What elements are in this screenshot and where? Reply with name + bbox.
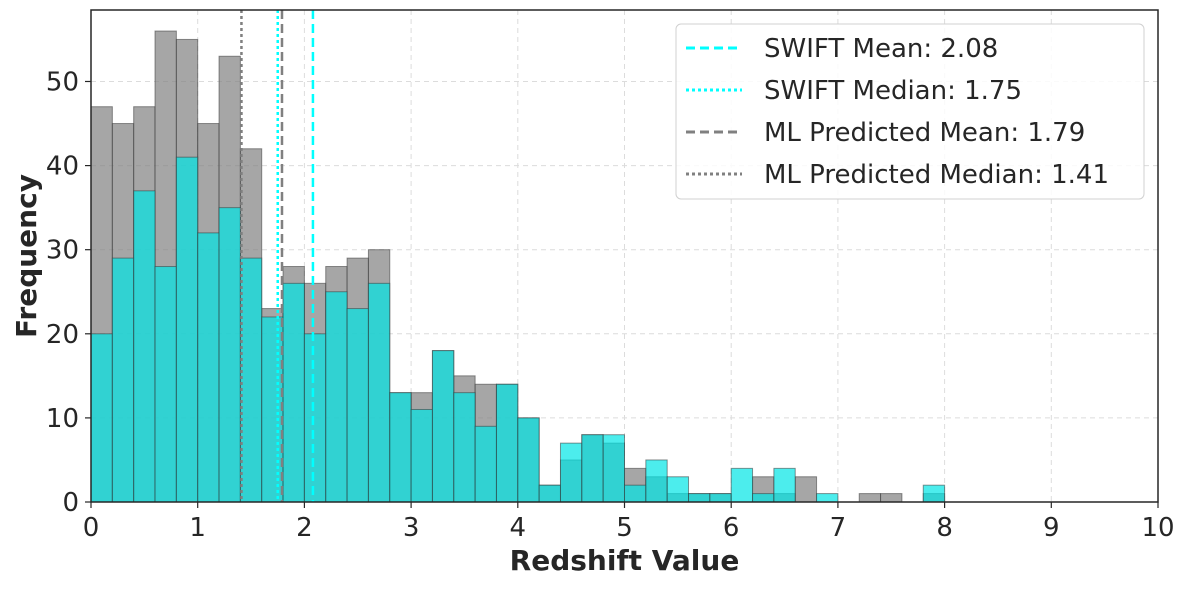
swift-bar [303, 333, 327, 503]
ml-bar [880, 493, 903, 503]
y-tick-label: 30 [46, 236, 79, 266]
swift-bar [389, 392, 412, 503]
swift-bar [709, 493, 732, 503]
swift-bar [261, 316, 284, 503]
reference-lines [240, 10, 315, 502]
swift-bar [282, 282, 305, 503]
legend-label: SWIFT Mean: 2.08 [764, 34, 998, 64]
swift-bar [495, 383, 519, 503]
x-tick-label: 2 [296, 513, 313, 543]
swift-bar [154, 266, 177, 503]
legend: SWIFT Mean: 2.08 SWIFT Median: 1.75 ML Pre… [675, 23, 1145, 200]
swift-bar [645, 459, 668, 503]
y-tick-label: 10 [46, 404, 79, 434]
x-tick-label: 10 [1141, 513, 1174, 543]
x-axis-title: Redshift Value [510, 544, 740, 577]
swift-bar [431, 350, 455, 503]
swift-bar [367, 282, 391, 503]
swift-bar [730, 467, 754, 503]
y-tick-label: 50 [46, 67, 79, 97]
swift-bar [559, 442, 583, 503]
ml-bar [794, 476, 818, 503]
x-tick-label: 4 [510, 513, 527, 543]
swift-bar [773, 467, 796, 503]
x-tick-label: 7 [830, 513, 847, 543]
swift-bar [111, 257, 135, 503]
swift-bar [133, 190, 156, 503]
x-axis-ticks: 0 1 2 3 4 5 6 7 8 9 10 [83, 502, 1175, 543]
swift-bar [175, 156, 199, 503]
y-axis-title: Frequency [10, 174, 43, 338]
swift-bar [239, 257, 263, 503]
legend-label: ML Predicted Median: 1.41 [764, 160, 1109, 190]
y-axis-ticks: 0 10 20 30 40 50 [46, 67, 91, 518]
x-tick-label: 8 [936, 513, 953, 543]
swift-bar [410, 408, 433, 503]
legend-label: ML Predicted Mean: 1.79 [764, 118, 1085, 148]
swift-bar [666, 476, 690, 503]
swift-bar [538, 484, 561, 503]
swift-bar [752, 493, 775, 503]
ml-bar [858, 493, 882, 503]
x-tick-label: 3 [403, 513, 420, 543]
swift-bar [325, 291, 348, 503]
x-tick-label: 6 [723, 513, 740, 543]
swift-bar [474, 425, 497, 503]
x-tick-label: 5 [616, 513, 633, 543]
x-tick-label: 0 [83, 513, 100, 543]
legend-box [675, 23, 1145, 200]
swift-bar [197, 232, 220, 503]
x-tick-label: 1 [189, 513, 206, 543]
swift-bar [218, 207, 241, 503]
swift-bar [816, 493, 839, 503]
swift-bar [346, 308, 369, 503]
swift-bar [922, 484, 946, 503]
swift-bar [90, 333, 113, 503]
swift-bar [688, 493, 711, 503]
swift-bar [624, 484, 647, 503]
y-tick-label: 0 [62, 488, 79, 518]
legend-label: SWIFT Median: 1.75 [764, 76, 1022, 106]
swift-bar [602, 434, 625, 503]
y-tick-label: 20 [46, 320, 79, 350]
swift-bar [453, 392, 476, 503]
swift-bar [581, 434, 604, 503]
swift-bar [517, 417, 540, 503]
y-tick-label: 40 [46, 152, 79, 182]
x-tick-label: 9 [1043, 513, 1060, 543]
